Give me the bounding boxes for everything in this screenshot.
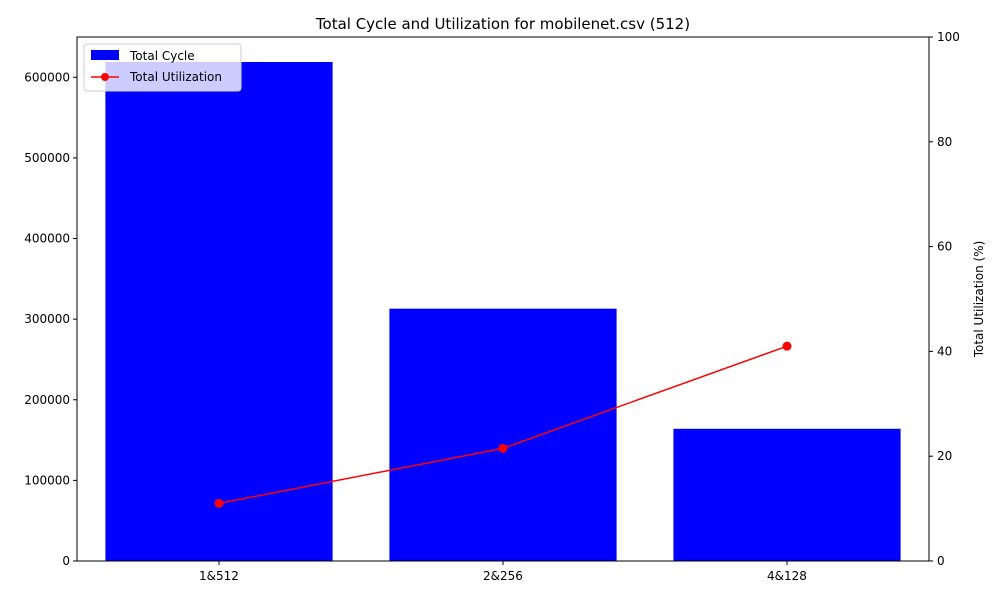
legend-label-total-utilization: Total Utilization xyxy=(129,70,222,84)
utilization-point-3 xyxy=(782,341,792,351)
left-y-tick-label: 100000 xyxy=(24,473,70,487)
chart-title: Total Cycle and Utilization for mobilene… xyxy=(315,15,690,33)
left-y-tick-label: 600000 xyxy=(24,70,70,84)
bars xyxy=(105,61,901,561)
right-y-tick-label: 0 xyxy=(937,554,945,568)
right-y-tick-label: 40 xyxy=(937,344,952,358)
left-y-tick-label: 500000 xyxy=(24,151,70,165)
bar-3 xyxy=(673,428,901,561)
right-y-tick-label: 80 xyxy=(937,135,952,149)
right-y-axis-label: Total Utilization (%) xyxy=(972,241,986,359)
utilization-point-1 xyxy=(214,498,224,508)
left-y-axis: 0 100000 200000 300000 400000 500000 600000 xyxy=(24,70,77,568)
x-tick-label: 4&128 xyxy=(767,569,807,583)
utilization-line xyxy=(214,341,792,508)
left-y-tick-label: 400000 xyxy=(24,232,70,246)
left-y-tick-label: 300000 xyxy=(24,312,70,326)
x-tick-label: 1&512 xyxy=(199,569,239,583)
bar-1 xyxy=(105,61,333,561)
x-axis: 1&512 2&256 4&128 xyxy=(199,561,807,583)
left-y-tick-label: 0 xyxy=(62,554,70,568)
legend-swatch-total-cycle xyxy=(91,50,119,60)
legend-marker-total-utilization xyxy=(101,73,109,81)
right-y-tick-label: 60 xyxy=(937,240,952,254)
right-y-tick-label: 100 xyxy=(937,30,960,44)
utilization-point-2 xyxy=(498,443,508,453)
x-tick-label: 2&256 xyxy=(483,569,523,583)
right-y-tick-label: 20 xyxy=(937,449,952,463)
right-y-axis: 0 20 40 60 80 100 xyxy=(929,30,960,568)
legend: Total Cycle Total Utilization xyxy=(83,43,242,92)
legend-box xyxy=(83,43,242,92)
legend-label-total-cycle: Total Cycle xyxy=(129,49,195,63)
bar-2 xyxy=(389,308,617,561)
left-y-tick-label: 200000 xyxy=(24,393,70,407)
